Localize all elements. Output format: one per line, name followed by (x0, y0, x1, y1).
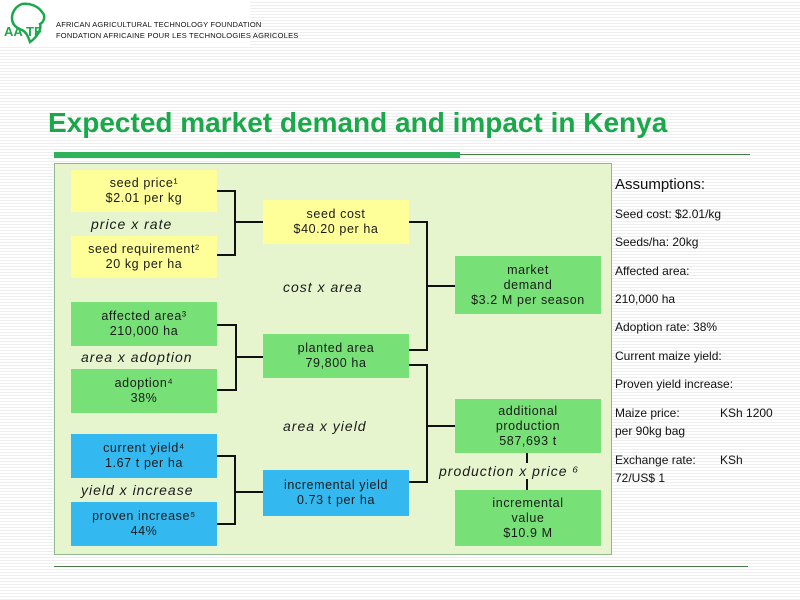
seed-requirement-value: 20 kg per ha (105, 257, 183, 271)
seed-requirement-label: seed requirement² (88, 242, 200, 256)
area-x-adoption-label: area x adoption (81, 349, 193, 365)
production-x-price-label: production x price ⁶ (439, 463, 580, 479)
title-underline-rule (460, 154, 750, 155)
incremental-yield-label: incremental yield (284, 478, 388, 492)
yield-x-increase-label: yield x increase (81, 482, 194, 498)
assumption-affected-area-value: 210,000 ha (615, 292, 676, 306)
logo-header: AA TF AFRICAN AGRICULTURAL TECHNOLOGY FO… (0, 0, 298, 46)
incremental-value-label-2: value (511, 510, 545, 525)
title-underline-bar (54, 152, 460, 158)
affected-area-label: affected area³ (101, 309, 187, 323)
footer-rule (54, 566, 748, 567)
planted-area-box: planted area 79,800 ha (263, 334, 409, 378)
price-x-rate-label: price x rate (91, 216, 173, 232)
affected-area-value: 210,000 ha (109, 324, 179, 338)
impact-flow-diagram: seed price¹ $2.01 per kg price x rate se… (54, 163, 612, 555)
additional-production-label-2: production (495, 418, 561, 433)
planted-area-label: planted area (297, 341, 375, 355)
assumption-seeds-ha: Seeds/ha: 20kg (615, 235, 699, 249)
market-demand-box: market demand $3.2 M per season (455, 256, 601, 314)
assumption-seed-cost: Seed cost: $2.01/kg (615, 207, 722, 221)
assumption-maize-price-unit: per 90kg bag (615, 424, 686, 438)
assumption-maize-price-label: Maize price: (615, 406, 680, 420)
logo-line-english: AFRICAN AGRICULTURAL TECHNOLOGY FOUNDATI… (56, 20, 262, 29)
incremental-yield-value: 0.73 t per ha (297, 493, 375, 507)
adoption-value: 38% (130, 391, 158, 405)
additional-production-label-1: additional (498, 403, 558, 418)
logo-line-french: FONDATION AFRICAINE POUR LES TECHNOLOGIE… (56, 31, 299, 40)
assumption-exchange-unit: 72/US$ 1 (615, 471, 666, 485)
incremental-value-value: $10.9 M (503, 525, 553, 540)
incremental-value-label-1: incremental (492, 495, 564, 510)
area-x-yield-label: area x yield (283, 418, 367, 434)
assumption-current-yield: Current maize yield: (615, 349, 722, 363)
market-demand-label-1: market (507, 262, 549, 277)
assumption-exchange-value: KSh (720, 453, 743, 467)
proven-increase-label: proven increase⁵ (92, 509, 196, 523)
incremental-value-box: incremental value $10.9 M (455, 490, 601, 546)
planted-area-value: 79,800 ha (305, 356, 367, 370)
current-yield-label: current yield⁴ (103, 441, 185, 455)
adoption-box: adoption⁴ 38% (71, 369, 217, 413)
cost-x-area-label: cost x area (283, 279, 363, 295)
additional-production-box: additional production 587,693 t (455, 399, 601, 453)
seed-cost-box: seed cost $40.20 per ha (263, 200, 409, 244)
adoption-label: adoption⁴ (114, 376, 174, 390)
market-demand-label-2: demand (503, 277, 553, 292)
seed-cost-label: seed cost (306, 207, 366, 221)
assumption-affected-area-label: Affected area: (615, 264, 690, 278)
market-demand-value: $3.2 M per season (471, 292, 585, 307)
seed-cost-value: $40.20 per ha (293, 222, 379, 236)
current-yield-value: 1.67 t per ha (105, 456, 183, 470)
additional-production-value: 587,693 t (499, 433, 557, 448)
assumptions-heading: Assumptions: (615, 176, 706, 193)
assumption-maize-price-value: KSh 1200 (720, 406, 773, 420)
seed-requirement-box: seed requirement² 20 kg per ha (71, 236, 217, 278)
seed-price-value: $2.01 per kg (105, 191, 183, 205)
svg-text:TF: TF (26, 24, 42, 39)
assumption-exchange-label: Exchange rate: (615, 453, 696, 467)
svg-text:AA: AA (4, 24, 23, 39)
page-title: Expected market demand and impact in Ken… (48, 107, 668, 138)
connector-lines (217, 190, 528, 525)
assumption-adoption-rate: Adoption rate: 38% (615, 320, 718, 334)
assumption-proven-yield: Proven yield increase: (615, 377, 734, 391)
current-yield-box: current yield⁴ 1.67 t per ha (71, 434, 217, 478)
seed-price-box: seed price¹ $2.01 per kg (71, 170, 217, 212)
proven-increase-value: 44% (130, 524, 158, 538)
seed-price-label: seed price¹ (109, 176, 179, 190)
affected-area-box: affected area³ 210,000 ha (71, 302, 217, 346)
proven-increase-box: proven increase⁵ 44% (71, 502, 217, 546)
aatf-logo-icon: AA TF (4, 2, 46, 44)
incremental-yield-box: incremental yield 0.73 t per ha (263, 470, 409, 516)
